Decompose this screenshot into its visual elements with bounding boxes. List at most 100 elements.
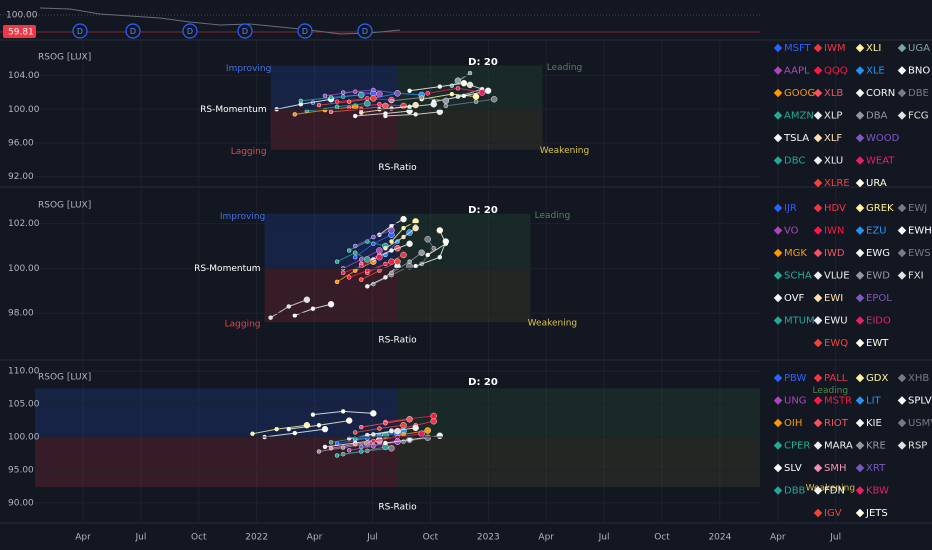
legend-diamond: [897, 441, 907, 450]
dividend-marker: [125, 23, 141, 39]
time-tick-label: Apr: [307, 533, 323, 543]
legend-label: RIOT: [824, 418, 849, 429]
trail-point: [298, 98, 304, 104]
trail-point: [334, 104, 340, 109]
legend-label: DBC: [784, 156, 805, 167]
trail-point: [413, 112, 418, 117]
trail-point: [365, 268, 370, 273]
legend-diamond: [855, 396, 865, 405]
quadrant-label: Leading: [813, 386, 849, 396]
legend-diamond: [813, 396, 823, 405]
legend-diamond: [855, 316, 865, 325]
trail-point: [455, 94, 461, 99]
price-series: [39, 7, 401, 35]
legend-label: DBE: [908, 88, 929, 99]
trail-point: [400, 251, 407, 259]
last-price-badge: [3, 25, 36, 38]
trail-point: [376, 247, 383, 254]
legend-label: DBB: [784, 486, 806, 497]
quadrant-label: Weakening: [806, 484, 855, 494]
trail-point: [467, 70, 473, 76]
legend-label: EWD: [866, 271, 890, 282]
y-tick-label: 102.00: [8, 219, 40, 229]
legend-label: XLU: [824, 156, 843, 167]
legend-label: XLRE: [824, 178, 850, 189]
legend-diamond: [773, 373, 783, 383]
trail-point: [394, 427, 401, 435]
dividend-marker-label: D: [242, 27, 248, 36]
legend-label: EWS: [908, 248, 931, 259]
quadrant-leading: [397, 213, 531, 269]
legend-label: AMZN: [784, 111, 814, 122]
trail-point: [383, 246, 388, 251]
trail-point: [316, 102, 322, 108]
trail-point: [346, 448, 352, 453]
y-tick-label: 104.00: [8, 71, 40, 81]
trail-point: [382, 102, 389, 110]
trail-point: [466, 81, 474, 89]
trail-point: [454, 77, 462, 84]
legend-label: XLF: [824, 133, 842, 144]
trail-point: [406, 240, 413, 247]
legend-diamond: [855, 271, 865, 280]
legend-label: XLI: [866, 43, 881, 54]
legend-label: PBW: [784, 373, 807, 384]
trail-point: [472, 93, 480, 100]
legend-diamond: [773, 463, 783, 473]
trail-point: [430, 101, 437, 108]
trail-point: [473, 99, 479, 104]
trail-point: [346, 99, 352, 104]
quadrant-label: Weakening: [528, 319, 577, 329]
trail-point: [437, 255, 442, 260]
trail-point: [401, 234, 406, 240]
quadrant-label: Improving: [226, 64, 271, 74]
trail-point: [364, 256, 371, 263]
trail-point: [359, 263, 364, 269]
trail-point: [449, 91, 455, 97]
y-axis-label: RS-Momentum: [200, 105, 267, 115]
y-tick-label: 98.00: [8, 309, 34, 319]
trail-point: [400, 422, 407, 429]
legend-label: IWM: [824, 43, 845, 54]
quadrant-leading: [397, 388, 760, 438]
legend-diamond: [773, 316, 783, 325]
trail-point: [430, 412, 437, 420]
trail-point: [353, 250, 358, 255]
legend-label: EPOL: [866, 293, 892, 304]
legend-label: MSFT: [784, 43, 812, 54]
legend-label: XRT: [866, 463, 886, 474]
legend-diamond: [855, 373, 865, 383]
legend-label: GREK: [866, 203, 894, 214]
legend-diamond: [773, 441, 783, 450]
y-tick-label: 100.00: [8, 105, 40, 115]
quadrant-improving: [35, 388, 398, 438]
trail-point: [442, 97, 450, 105]
time-tick-label: Jul: [134, 533, 146, 543]
legend-label: BNO: [908, 66, 930, 77]
dividend-marker-label: D: [362, 27, 368, 36]
quadrant-label: Improving: [220, 212, 265, 222]
dividend-marker: [237, 23, 253, 39]
trail-point: [412, 424, 419, 432]
legend-label: IGV: [824, 508, 842, 519]
trail-point: [436, 227, 443, 234]
trail-point: [490, 95, 498, 103]
trail-point: [310, 306, 316, 311]
quadrant-label: Lagging: [231, 147, 267, 157]
trail-point: [371, 438, 376, 444]
legend-label: FDN: [824, 486, 845, 497]
y-tick-label: 105.00: [8, 400, 40, 410]
pane-title: RSOG [LUX]: [38, 201, 91, 211]
legend-diamond: [813, 293, 823, 303]
legend-label: EWJ: [908, 203, 927, 214]
y-tick-label: 110.00: [8, 367, 40, 377]
time-tick-label: 2022: [245, 533, 268, 543]
legend-diamond: [855, 441, 865, 450]
time-tick-label: Jul: [366, 533, 378, 543]
legend-label: USMV: [908, 418, 932, 429]
y-tick-label: 90.00: [8, 498, 34, 508]
trail-point: [359, 449, 364, 454]
trail-point: [418, 249, 425, 256]
trail-point: [268, 315, 273, 320]
dividend-marker: [357, 23, 373, 39]
